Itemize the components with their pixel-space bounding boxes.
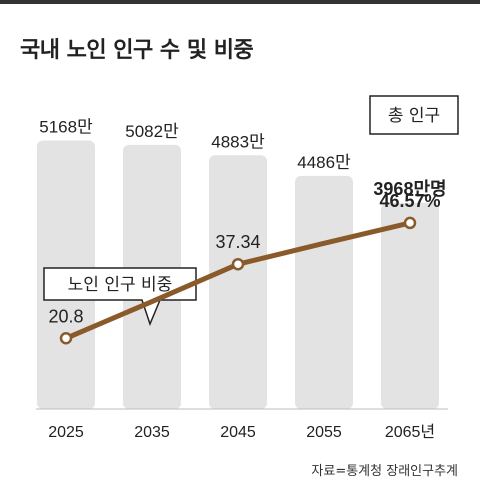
population-bar (209, 155, 267, 409)
legend-ratio-label: 노인 인구 비중 (68, 275, 173, 295)
population-bar-label: 3968만명 (373, 179, 446, 199)
ratio-point-marker (403, 216, 417, 230)
ratio-point-marker (231, 257, 245, 271)
x-tick-label: 2035 (134, 424, 170, 441)
x-tick-label: 2045 (220, 424, 256, 441)
population-bar-label: 5168만 (39, 117, 93, 136)
population-bar (295, 175, 353, 409)
legend-population-box (369, 95, 459, 135)
x-tick-label: 2025 (48, 424, 84, 441)
ratio-point-label: 37.34 (215, 232, 260, 252)
population-bar-label: 4486만 (297, 153, 351, 172)
legend-population-callout: 총 인구 (369, 95, 459, 135)
x-tick-label: 2065년 (385, 423, 435, 441)
ratio-point-label: 20.8 (48, 306, 83, 326)
population-bar-label: 5082만 (125, 122, 179, 141)
legend-population-label: 총 인구 (388, 106, 440, 126)
top-rule (0, 0, 480, 4)
population-bar (381, 202, 439, 409)
chart-title: 국내 노인 인구 수 및 비중 (20, 38, 254, 63)
source-note: 자료=통계청 장래인구추계 (311, 464, 458, 479)
ratio-point-label: 46.57% (379, 191, 440, 211)
x-tick-label: 2055 (306, 424, 342, 441)
population-bar-label: 4883만 (211, 132, 265, 151)
legend-ratio-callout: 노인 인구 비중 (43, 267, 197, 327)
ratio-point-marker (59, 332, 73, 345)
legend-ratio-box (43, 267, 197, 327)
